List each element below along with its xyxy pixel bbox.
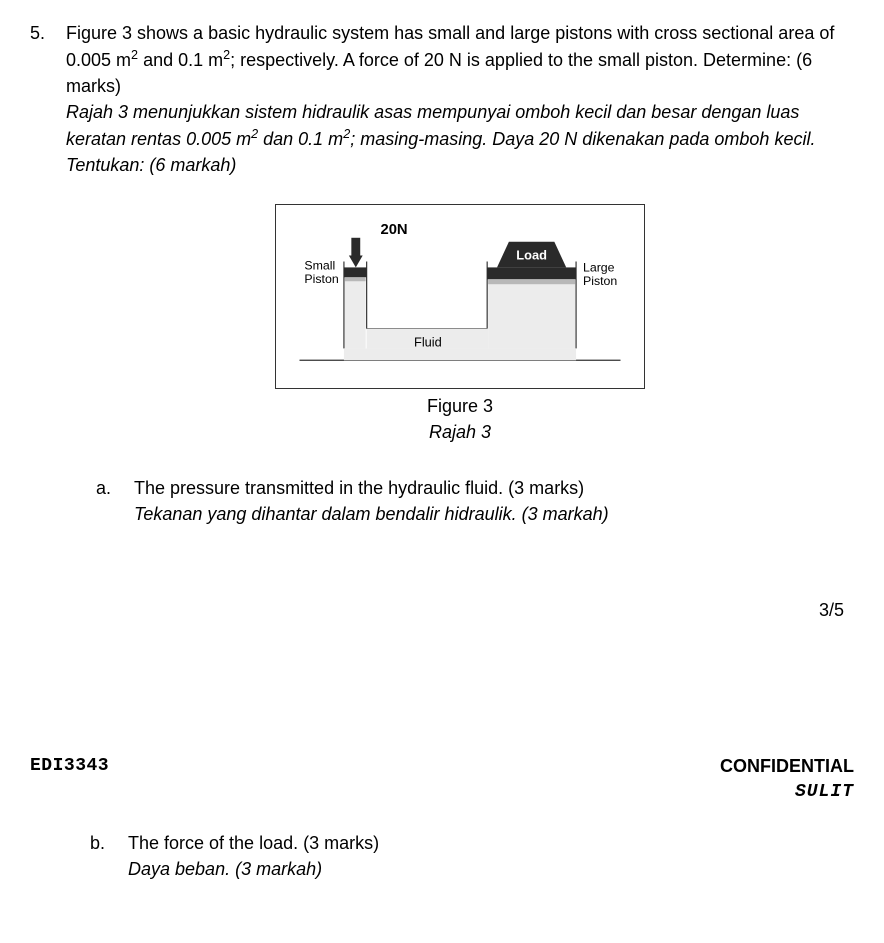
footer-row: EDI3343 CONFIDENTIAL SULIT <box>30 753 854 805</box>
subq-a-my: Tekanan yang dihantar dalam bendalir hid… <box>134 504 609 524</box>
subq-b-en: The force of the load. (3 marks) <box>128 833 379 853</box>
subq-a-en: The pressure transmitted in the hydrauli… <box>134 478 584 498</box>
figure-caption: Figure 3 Rajah 3 <box>275 393 645 445</box>
hydraulic-diagram: Load 20N Small Piston Large Piston Fluid <box>288 220 632 382</box>
confidential-label: CONFIDENTIAL <box>720 753 854 779</box>
course-code: EDI3343 <box>30 753 109 779</box>
figure-container: Load 20N Small Piston Large Piston Fluid <box>275 204 645 445</box>
question-content: Figure 3 shows a basic hydraulic system … <box>66 20 854 527</box>
figure-caption-my: Rajah 3 <box>429 422 491 442</box>
large-piston-label-2: Piston <box>583 274 617 288</box>
small-piston-label-1: Small <box>304 258 335 272</box>
superscript-1: 2 <box>131 48 138 62</box>
sub-content-a: The pressure transmitted in the hydrauli… <box>134 475 854 527</box>
small-piston-label-2: Piston <box>304 272 338 286</box>
question-text-my-2: dan 0.1 m <box>258 129 343 149</box>
page-number: 3/5 <box>30 597 844 623</box>
force-label-svg: 20N <box>380 221 407 237</box>
sub-question-b: b. The force of the load. (3 marks) Daya… <box>90 830 854 882</box>
subq-b-my: Daya beban. (3 markah) <box>128 859 322 879</box>
sub-question-a: a. The pressure transmitted in the hydra… <box>96 475 854 527</box>
figure-box: Load 20N Small Piston Large Piston Fluid <box>275 204 645 389</box>
large-piston-label-1: Large <box>583 260 615 274</box>
fluid-label-svg: Fluid <box>414 334 442 349</box>
confidential-block: CONFIDENTIAL SULIT <box>720 753 854 805</box>
question-text-en-2: and 0.1 m <box>138 50 223 70</box>
load-label-svg: Load <box>516 247 547 262</box>
sub-letter-b: b. <box>90 830 110 882</box>
figure-caption-en: Figure 3 <box>427 396 493 416</box>
question-block: 5. Figure 3 shows a basic hydraulic syst… <box>30 20 854 527</box>
question-number: 5. <box>30 20 54 527</box>
sub-letter-a: a. <box>96 475 116 527</box>
sulit-label: SULIT <box>720 779 854 805</box>
sub-content-b: The force of the load. (3 marks) Daya be… <box>128 830 854 882</box>
